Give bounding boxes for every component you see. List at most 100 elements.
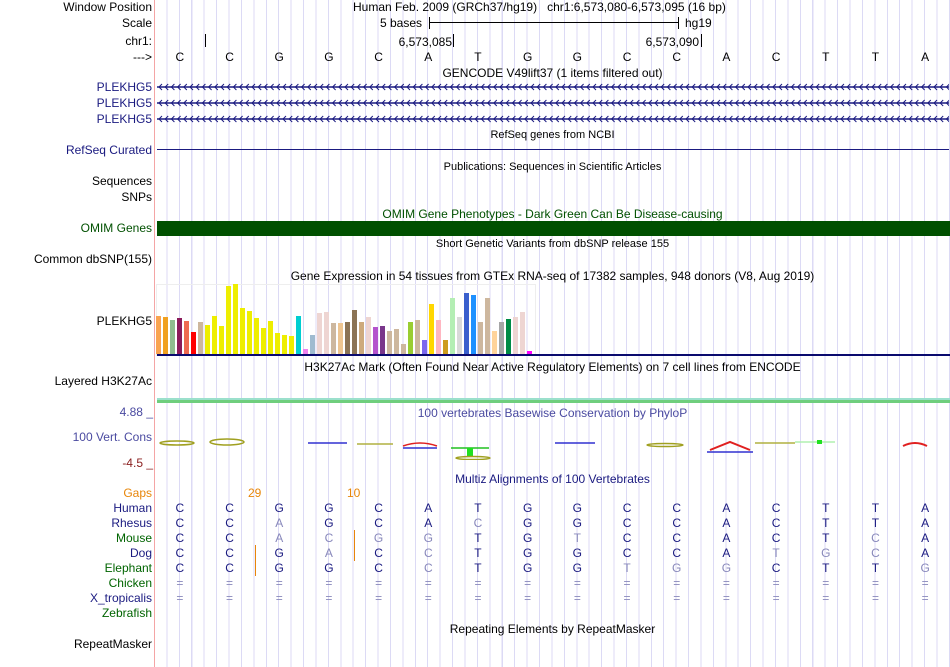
gene-label[interactable]: PLEKHG5 [96, 96, 152, 110]
gtex-tissue-bar[interactable] [436, 320, 441, 354]
aligned-base: T [871, 516, 880, 530]
aligned-base: T [871, 561, 880, 575]
aligned-base: G [522, 516, 533, 530]
gtex-tissue-bar[interactable] [240, 308, 245, 354]
gene-label[interactable]: PLEKHG5 [96, 112, 152, 126]
h3k27ac-signal [157, 400, 950, 403]
gtex-tissue-bar[interactable] [422, 340, 427, 354]
gtex-tissue-bar[interactable] [310, 335, 315, 354]
aligned-base: G [274, 546, 284, 560]
gtex-tissue-bar[interactable] [296, 316, 301, 354]
h3k27ac-title: H3K27Ac Mark (Often Found Near Active Re… [304, 360, 801, 374]
gtex-tissue-bar[interactable] [464, 293, 469, 354]
species-label[interactable]: X_tropicalis [89, 591, 152, 605]
species-label[interactable]: Chicken [108, 576, 152, 590]
gene-model-plekhg5[interactable] [157, 98, 949, 108]
reference-base: C [622, 50, 632, 64]
refseq-label[interactable]: RefSeq Curated [65, 143, 152, 157]
species-label[interactable]: Rhesus [111, 516, 152, 530]
chrom-label: chr1: [125, 34, 152, 48]
species-label[interactable]: Dog [129, 546, 152, 560]
aligned-base: C [622, 501, 632, 515]
aligned-base: C [473, 516, 483, 530]
h3k27ac-label[interactable]: Layered H3K27Ac [54, 374, 152, 388]
gtex-tissue-bar[interactable] [373, 327, 378, 354]
aligned-base: A [722, 516, 731, 530]
gtex-tissue-bar[interactable] [513, 317, 518, 354]
label-divider [154, 0, 155, 667]
phylop-label[interactable]: 100 Vert. Cons [72, 430, 152, 444]
gtex-tissue-bar[interactable] [184, 321, 189, 354]
gtex-tissue-bar[interactable] [275, 333, 280, 354]
gtex-tissue-bar[interactable] [429, 304, 434, 354]
gtex-tissue-bar[interactable] [387, 331, 392, 354]
repeatmasker-label[interactable]: RepeatMasker [73, 637, 152, 651]
omim-label[interactable]: OMIM Genes [80, 221, 152, 235]
gtex-tissue-bar[interactable] [415, 320, 420, 354]
aligned-base: A [424, 516, 433, 530]
gtex-tissue-bar[interactable] [156, 316, 161, 354]
gtex-tissue-bar[interactable] [394, 329, 399, 354]
gtex-tissue-bar[interactable] [443, 340, 448, 354]
gtex-tissue-bar[interactable] [254, 318, 259, 354]
gtex-tissue-bar[interactable] [359, 322, 364, 354]
gtex-tissue-bar[interactable] [492, 331, 497, 354]
gtex-tissue-bar[interactable] [527, 351, 532, 354]
aligned-base: G [522, 561, 533, 575]
gtex-tissue-bar[interactable] [506, 319, 511, 354]
gtex-tissue-bar[interactable] [338, 323, 343, 354]
gtex-tissue-bar[interactable] [303, 349, 308, 354]
gtex-tissue-bar[interactable] [247, 311, 252, 354]
gtex-tissue-bar[interactable] [282, 335, 287, 354]
aligned-base: = [524, 591, 532, 605]
gtex-tissue-bar[interactable] [261, 328, 266, 354]
aligned-base: C [175, 546, 185, 560]
gtex-tissue-bar[interactable] [205, 325, 210, 354]
gtex-tissue-bar[interactable] [352, 310, 357, 354]
aligned-base: = [722, 576, 730, 590]
aligned-base: C [871, 546, 880, 560]
gtex-tissue-bar[interactable] [191, 332, 196, 354]
refseq-gene-line[interactable] [157, 149, 949, 150]
species-label[interactable]: Human [113, 501, 152, 515]
gtex-tissue-bar[interactable] [366, 317, 371, 354]
phylop-plot[interactable] [155, 430, 950, 460]
gtex-gene-label[interactable]: PLEKHG5 [96, 314, 152, 328]
gtex-tissue-bar[interactable] [163, 317, 168, 354]
gtex-tissue-bar[interactable] [317, 313, 322, 354]
gtex-tissue-bar[interactable] [170, 320, 175, 354]
species-label[interactable]: Mouse [115, 531, 152, 545]
gtex-tissue-bar[interactable] [177, 318, 182, 354]
aligned-base: G [324, 516, 334, 530]
gtex-tissue-bar[interactable] [268, 321, 273, 354]
gtex-tissue-bar[interactable] [471, 295, 476, 354]
gtex-tissue-bar[interactable] [520, 312, 525, 354]
scale-label: Scale [121, 16, 152, 30]
gtex-tissue-bar[interactable] [478, 322, 483, 354]
species-label[interactable]: Zebrafish [101, 606, 152, 620]
gtex-tissue-bar[interactable] [485, 298, 490, 354]
gtex-tissue-bar[interactable] [331, 323, 336, 354]
gtex-tissue-bar[interactable] [345, 322, 350, 354]
gtex-tissue-bar[interactable] [219, 326, 224, 354]
aligned-base: G [821, 546, 831, 560]
omim-gene-bar[interactable] [157, 221, 950, 236]
gtex-tissue-bar[interactable] [289, 336, 294, 354]
gtex-tissue-bar[interactable] [450, 298, 455, 354]
gtex-tissue-bar[interactable] [401, 344, 406, 354]
gtex-tissue-bar[interactable] [499, 322, 504, 354]
gtex-tissue-bar[interactable] [226, 286, 231, 354]
gtex-tissue-bar[interactable] [457, 317, 462, 354]
gene-model-plekhg5[interactable] [157, 82, 949, 92]
aligned-base: T [474, 501, 482, 515]
species-label[interactable]: Elephant [104, 561, 152, 575]
aligned-base: T [474, 561, 482, 575]
gtex-tissue-bar[interactable] [380, 326, 385, 354]
gtex-tissue-bar[interactable] [408, 322, 413, 354]
gtex-tissue-bar[interactable] [324, 312, 329, 354]
gtex-tissue-bar[interactable] [233, 284, 238, 354]
gtex-tissue-bar[interactable] [198, 322, 203, 354]
gtex-tissue-bar[interactable] [212, 316, 217, 354]
gene-model-plekhg5[interactable] [157, 114, 949, 124]
gene-label[interactable]: PLEKHG5 [96, 80, 152, 94]
